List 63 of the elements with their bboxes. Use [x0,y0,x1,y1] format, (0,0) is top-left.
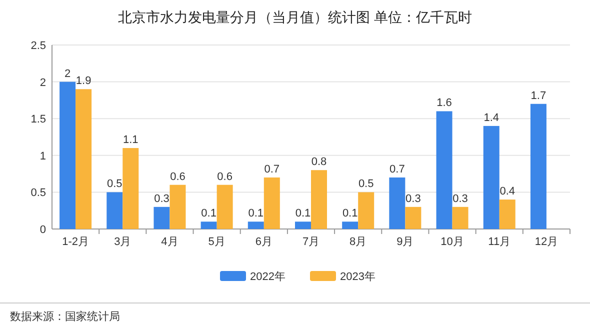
x-tick-label: 4月 [161,236,178,248]
bar [248,222,264,229]
bar [389,177,406,229]
y-tick-label: 0 [40,224,46,236]
data-label: 0.1 [201,208,216,220]
data-label: 0.4 [500,186,516,198]
data-label: 1.6 [436,97,452,110]
x-tick-label: 11月 [488,236,511,248]
legend-label: 2023年 [340,271,376,283]
bar [405,206,422,229]
bar [60,82,76,229]
data-label: 0.7 [390,163,405,176]
bar [436,111,452,229]
bar [216,184,233,229]
y-tick-label: 2.5 [30,40,46,52]
x-tick-label: 6月 [255,236,272,248]
x-tick-label: 3月 [114,236,132,248]
legend-label: 2022年 [250,271,286,283]
bar [264,177,280,229]
data-label: 0.5 [106,178,122,190]
bar [311,170,327,229]
bar [170,184,186,229]
bar [122,148,139,229]
x-tick-label: 12月 [534,236,558,248]
x-tick-label: 9月 [396,236,414,248]
data-label: 0.3 [452,192,468,205]
bar [106,192,123,229]
data-label: 1.1 [122,134,138,146]
data-label: 1.7 [530,90,546,102]
bar [452,206,468,229]
data-label: 0.3 [406,192,421,205]
bar [530,104,546,229]
x-tick-label: 7月 [302,236,320,248]
x-tick-label: 5月 [208,236,226,248]
data-label: 0.8 [311,156,327,168]
data-label: 2 [64,68,71,80]
x-tick-label: 1-2月 [62,236,89,248]
y-tick-label: 1.5 [30,114,46,126]
bar [200,222,217,229]
y-tick-label: 2 [40,76,46,89]
data-label: 0.3 [154,192,170,205]
data-label: 0.1 [295,208,311,220]
data-label: 0.7 [264,163,280,176]
bar [499,200,516,229]
source-note: 数据来源：国家统计局 [10,310,120,323]
y-tick-label: 0.5 [30,187,46,200]
bar [483,126,500,229]
data-label: 0.6 [217,170,232,183]
bar [358,192,374,229]
data-label: 0.5 [358,178,374,190]
data-label: 0.6 [170,170,186,183]
bar [76,89,92,229]
y-tick-label: 1 [40,150,46,162]
chart-title: 北京市水力发电量分月（当月值）统计图 单位：亿千瓦时 [118,9,472,25]
bar [342,222,358,229]
data-label: 1.4 [484,112,500,124]
x-tick-label: 8月 [350,236,367,248]
x-tick-label: 10月 [440,236,464,248]
data-label: 0.1 [342,208,358,220]
data-label: 1.9 [76,75,92,88]
data-label: 0.1 [248,208,264,220]
bar [295,222,311,229]
bar [154,206,170,229]
